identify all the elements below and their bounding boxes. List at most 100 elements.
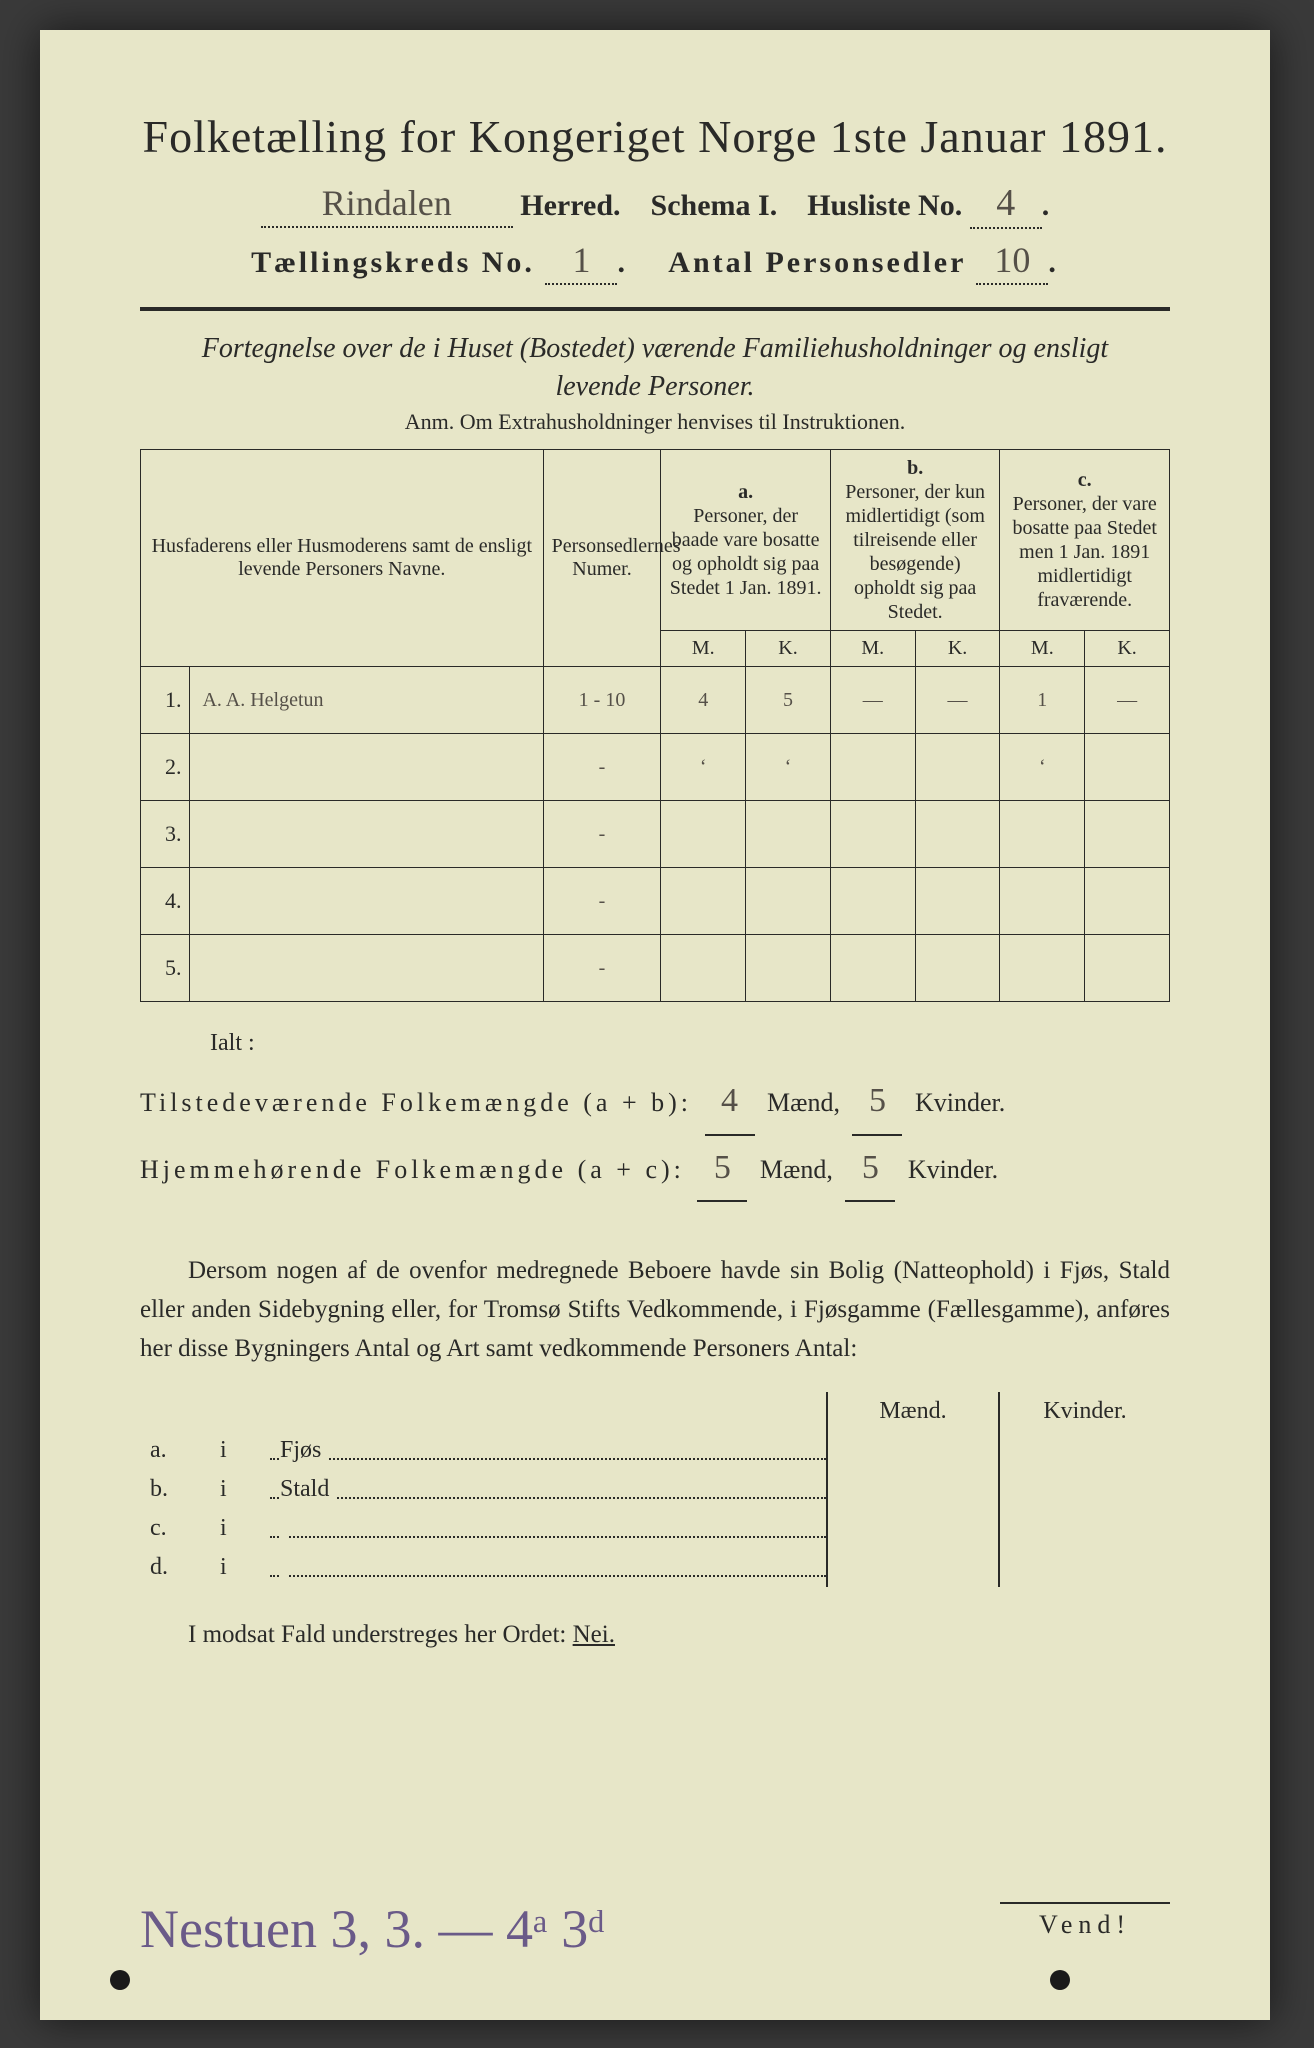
side-k: c. xyxy=(140,1509,210,1548)
head-cm: M. xyxy=(1000,631,1085,667)
kreds-line: Tællingskreds No. 1. Antal Personsedler … xyxy=(140,239,1170,285)
sum2-k: 5 xyxy=(845,1136,895,1203)
vend-label: Vend! xyxy=(1000,1902,1170,1940)
head-ak: K. xyxy=(746,631,831,667)
head-am: M. xyxy=(661,631,746,667)
row-num: 1. xyxy=(141,667,190,734)
side-kv xyxy=(999,1509,1170,1548)
side-head-m: Mænd. xyxy=(827,1392,999,1431)
anm-line: Anm. Om Extrahusholdninger henvises til … xyxy=(140,409,1170,435)
row-name xyxy=(190,801,543,868)
side-label: Stald xyxy=(270,1470,827,1509)
row-p: 1 - 10 xyxy=(543,667,661,734)
row-bm xyxy=(830,935,915,1002)
row-name xyxy=(190,935,543,1002)
head-b-text: Personer, der kun midlertidigt (som tilr… xyxy=(845,481,985,623)
head-person: Personsedlernes Numer. xyxy=(543,450,661,667)
row-bk: — xyxy=(915,667,1000,734)
main-table: Husfaderens eller Husmoderens samt de en… xyxy=(140,449,1170,1002)
table-row: 2.-ʻʻʻ xyxy=(141,734,1170,801)
punch-hole xyxy=(110,1970,130,1990)
sum2-label: Hjemmehørende Folkemængde (a + c): xyxy=(140,1155,685,1184)
side-kv xyxy=(999,1470,1170,1509)
row-bk xyxy=(915,868,1000,935)
row-ak xyxy=(746,868,831,935)
side-k: a. xyxy=(140,1431,210,1470)
bottom-row: Nestuen 3, 3. — 4ᵃ 3ᵈ Vend! xyxy=(140,1898,1170,1960)
row-name: A. A. Helgetun xyxy=(190,667,543,734)
head-a-text: Personer, der baade vare bosatte og opho… xyxy=(670,505,822,599)
row-ck xyxy=(1085,801,1170,868)
side-m xyxy=(827,1509,999,1548)
head-name: Husfaderens eller Husmoderens samt de en… xyxy=(141,450,544,667)
kreds-label: Tællingskreds No. xyxy=(251,246,535,279)
row-cm xyxy=(1000,935,1085,1002)
head-c: c. Personer, der vare bosatte paa Stedet… xyxy=(1000,450,1170,631)
head-b: b. Personer, der kun midlertidigt (som t… xyxy=(830,450,1000,631)
sums-block: Tilstedeværende Folkemængde (a + b): 4 M… xyxy=(140,1069,1170,1202)
side-kv xyxy=(999,1548,1170,1587)
nei-line: I modsat Fald understreges her Ordet: Ne… xyxy=(140,1621,1170,1649)
row-am xyxy=(661,935,746,1002)
herred-label: Herred. xyxy=(520,189,620,222)
head-a-label: a. xyxy=(738,481,753,503)
row-num: 3. xyxy=(141,801,190,868)
sum-line-1: Tilstedeværende Folkemængde (a + b): 4 M… xyxy=(140,1069,1170,1136)
kvinder-label-2: Kvinder. xyxy=(908,1155,998,1184)
bottom-handwriting: Nestuen 3, 3. — 4ᵃ 3ᵈ xyxy=(140,1898,605,1960)
row-num: 2. xyxy=(141,734,190,801)
row-bk xyxy=(915,935,1000,1002)
side-m xyxy=(827,1548,999,1587)
row-ak: 5 xyxy=(746,667,831,734)
sum1-k: 5 xyxy=(852,1069,902,1136)
row-cm: 1 xyxy=(1000,667,1085,734)
rule-1 xyxy=(140,307,1170,311)
sum1-label: Tilstedeværende Folkemængde (a + b): xyxy=(140,1088,692,1117)
head-ck: K. xyxy=(1085,631,1170,667)
table-row: 4. - xyxy=(141,868,1170,935)
head-a: a. Personer, der baade vare bosatte og o… xyxy=(661,450,831,631)
row-am: 4 xyxy=(661,667,746,734)
row-p: - xyxy=(543,868,661,935)
row-num: 4. xyxy=(141,868,190,935)
husliste-label: Husliste No. xyxy=(807,189,962,222)
row-bm xyxy=(830,734,915,801)
fortegnelse-line1: Fortegnelse over de i Huset (Bostedet) v… xyxy=(140,333,1170,365)
herred-line: Rindalen Herred. Schema I. Husliste No. … xyxy=(140,181,1170,229)
row-p: - xyxy=(543,734,661,801)
nei-before: I modsat Fald understreges her Ordet: xyxy=(188,1621,573,1648)
row-name xyxy=(190,734,543,801)
side-row: b.iStald xyxy=(140,1470,1170,1509)
row-bk xyxy=(915,801,1000,868)
head-bk: K. xyxy=(915,631,1000,667)
fortegnelse-line2: levende Personer. xyxy=(140,371,1170,403)
row-ck xyxy=(1085,734,1170,801)
side-k: b. xyxy=(140,1470,210,1509)
side-m xyxy=(827,1470,999,1509)
side-paragraph: Dersom nogen af de ovenfor medregnede Be… xyxy=(140,1252,1170,1368)
side-head-k: Kvinder. xyxy=(999,1392,1170,1431)
table-row: 5.- xyxy=(141,935,1170,1002)
husliste-value: 4 xyxy=(970,181,1042,229)
side-row: a.iFjøs xyxy=(140,1431,1170,1470)
row-cm xyxy=(1000,801,1085,868)
side-i: i xyxy=(210,1509,270,1548)
side-m xyxy=(827,1431,999,1470)
kvinder-label-1: Kvinder. xyxy=(915,1088,1005,1117)
row-ck xyxy=(1085,935,1170,1002)
row-ak xyxy=(746,801,831,868)
head-b-label: b. xyxy=(907,457,923,479)
side-row: c.i xyxy=(140,1509,1170,1548)
table-row: 3.- xyxy=(141,801,1170,868)
row-bm xyxy=(830,868,915,935)
row-am: ʻ xyxy=(661,734,746,801)
form-title: Folketælling for Kongeriget Norge 1ste J… xyxy=(140,110,1170,163)
row-ak: ʻ xyxy=(746,734,831,801)
side-row: d.i xyxy=(140,1548,1170,1587)
row-cm xyxy=(1000,868,1085,935)
side-k: d. xyxy=(140,1548,210,1587)
side-i: i xyxy=(210,1431,270,1470)
maend-label-2: Mænd, xyxy=(760,1155,833,1184)
row-cm: ʻ xyxy=(1000,734,1085,801)
kreds-value: 1 xyxy=(545,239,617,285)
